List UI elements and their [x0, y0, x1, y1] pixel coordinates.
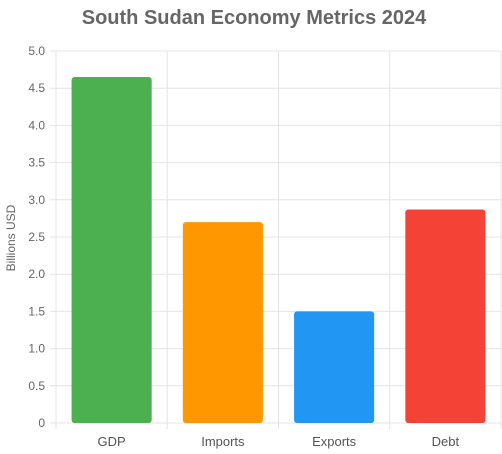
bars-layer [71, 77, 486, 423]
y-tick-label: 2.0 [28, 267, 45, 281]
y-tick-label: 1.0 [28, 342, 45, 356]
x-tick-labels: GDP Imports Exports Debt [98, 434, 460, 449]
y-tick-label: 5.0 [28, 44, 45, 58]
bar-debt [405, 209, 486, 423]
chart-title: South Sudan Economy Metrics 2024 [82, 7, 427, 29]
x-tick-label: Exports [312, 434, 357, 449]
y-axis-label: Billions USD [4, 204, 18, 271]
y-tick-label: 3.5 [28, 156, 45, 170]
y-tick-labels: 0 0.5 1.0 1.5 2.0 2.5 3.0 3.5 4.0 4.5 5.0 [28, 44, 45, 430]
y-tick-label: 3.0 [28, 193, 45, 207]
y-tick-label: 0 [38, 416, 45, 430]
bar-imports [182, 222, 263, 423]
y-tick-label: 4.5 [28, 81, 45, 95]
y-tick-label: 1.5 [28, 304, 45, 318]
x-tick-label: GDP [98, 434, 126, 449]
y-tick-label: 0.5 [28, 379, 45, 393]
bar-exports [294, 311, 375, 423]
x-tick-label: Debt [432, 434, 460, 449]
x-tick-label: Imports [201, 434, 245, 449]
y-tick-label: 2.5 [28, 230, 45, 244]
bar-gdp [71, 77, 152, 423]
y-tick-label: 4.0 [28, 118, 45, 132]
